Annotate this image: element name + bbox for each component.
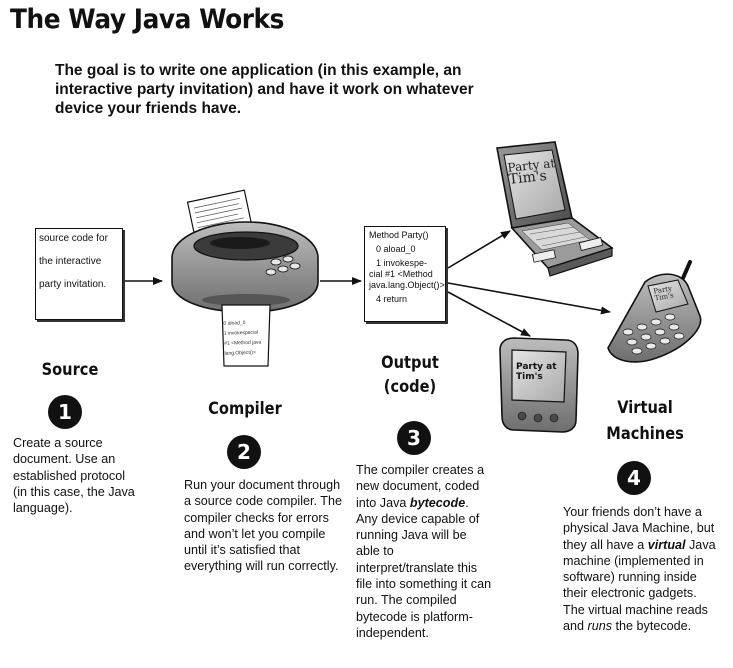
vm-heading-sub: Machines (606, 424, 684, 444)
paper-line: lang.Object()> (224, 349, 257, 357)
output-text-emphasis: bytecode (409, 495, 466, 510)
step-3-badge: 3 (397, 421, 431, 455)
bytecode-line: java.lang.Object()> (369, 280, 445, 290)
output-text: . Any device capable of running Java wil… (356, 495, 492, 640)
compiler-heading: Compiler (208, 399, 282, 419)
bytecode-line: 4 return (376, 294, 408, 304)
vm-description: Your friends don’t have a physical Java … (563, 504, 721, 634)
source-doc-line: the interactive (39, 256, 102, 267)
compiler-machine (171, 189, 319, 367)
bytecode-line: 0 aload_0 (376, 244, 416, 254)
page-title: The Way Java Works (10, 4, 284, 35)
output-heading-sub: (code) (383, 377, 437, 397)
step-1-badge: 1 (48, 395, 82, 429)
phone-device (607, 260, 702, 363)
bytecode-document: Method Party() 0 aload_0 1 invokespe- ci… (364, 226, 446, 322)
output-description: The compiler creates a new document, cod… (356, 462, 492, 641)
source-code-document: source code for the interactive party in… (35, 228, 123, 320)
pda-device (499, 337, 579, 433)
vm-text-emphasis: runs (587, 619, 613, 634)
source-description: Create a source document. Use an establi… (13, 436, 135, 516)
bytecode-line: 1 invokespe- (376, 258, 428, 268)
arrow-to-laptop (447, 230, 511, 269)
source-doc-line: party invitation. (39, 279, 107, 290)
step-2-badge: 2 (227, 435, 261, 469)
output-text: The compiler creates a new document, cod… (356, 463, 485, 510)
pda-screen-line: Party at (516, 362, 557, 372)
vm-text: Your friends don’t have a physical Java … (563, 505, 715, 552)
pda-screen-text: Party at Tim's (516, 362, 560, 382)
bytecode-line: Method Party() (369, 230, 429, 240)
pda-screen-line: Tim's (516, 372, 543, 382)
goal-statement: The goal is to write one application (in… (55, 62, 474, 117)
step-4-badge: 4 (617, 461, 651, 495)
compiler-description: Run your document through a source code … (184, 478, 342, 574)
vm-heading: Virtual (617, 398, 673, 418)
vm-text: the bytecode. (612, 619, 692, 634)
vm-text-emphasis: virtual (647, 537, 686, 552)
source-doc-line: source code for (39, 233, 108, 244)
laptop-device (496, 141, 614, 277)
arrow-to-pda (447, 291, 531, 337)
compiler-output-paper: 0 aload_0 1 invokespecial #1 <Method jav… (223, 317, 270, 359)
source-heading: Source (41, 360, 99, 380)
vm-text: Java machine (implemented in software) r… (563, 537, 716, 634)
bytecode-line: cial #1 <Method (369, 269, 433, 279)
output-heading: Output (381, 353, 439, 373)
arrow-to-phone (447, 282, 611, 315)
